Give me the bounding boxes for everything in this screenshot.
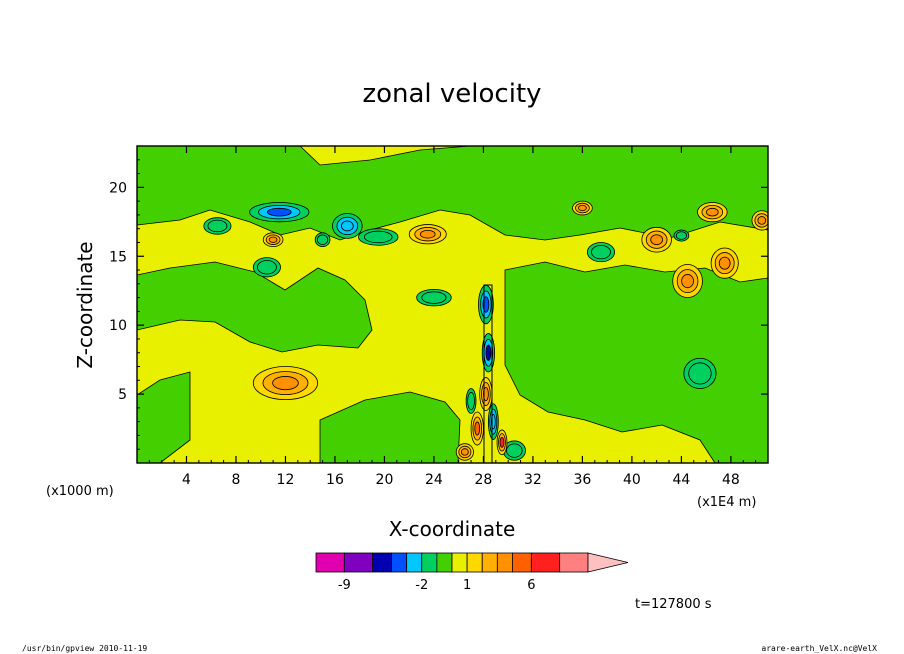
footer-right: arare-earth_VelX.nc@VelX [761,644,877,653]
x-axis-ticks: 4 8 12 16 20 24 28 32 36 40 44 48 [148,146,757,488]
velocity-cell-16-inner-2 [718,256,731,270]
x-tick-label: 32 [524,472,542,488]
velocity-cell-20-inner-2 [757,216,767,225]
x-tick-label: 28 [475,472,493,488]
x-tick-label: 40 [623,472,641,488]
velocity-cell-21-inner-2 [461,448,469,456]
velocity-cell-19-inner-2 [705,207,719,217]
x-tick-label: 4 [182,472,191,488]
x-tick-label: 16 [326,472,344,488]
core-cell-2-inner-2 [485,344,492,361]
footer-left: /usr/bin/gpview 2010-11-19 [22,644,147,653]
x-tick-label: 20 [376,472,394,488]
colorbar-block-9 [466,552,483,573]
time-label: t=127800 s [635,597,712,612]
x-tick-label: 24 [425,472,443,488]
velocity-cell-13-inner-2 [419,229,436,239]
colorbar-block-13 [530,552,561,573]
velocity-cell-14-inner-2 [268,236,278,243]
core-cell-7-inner-1 [467,391,475,411]
colorbar-block-8 [451,552,468,573]
velocity-cell-4-inner-1 [207,219,228,233]
y-axis-label: Z-coordinate [73,241,97,368]
x-axis-label: X-coordinate [389,517,516,541]
colorbar-block-3 [372,552,392,573]
plot-area [137,146,768,463]
green-region-right [504,261,768,463]
colorbar-label: -2 [415,578,428,593]
colorbar-block-1 [315,552,345,573]
velocity-cell-9-inner-1 [688,362,712,385]
x-tick-label: 44 [672,472,690,488]
velocity-cell-2-inner-2 [340,220,354,232]
colorbar-block-4 [391,552,408,573]
core-column [483,284,493,463]
y-axis-ticks: 5 10 15 20 [109,159,768,450]
colorbar-block-6 [421,552,438,573]
colorbar-overflow-arrow [587,552,629,573]
y-tick-label: 5 [118,387,127,403]
core-cell-3-inner-2 [483,387,489,402]
colorbar: -9 -2 1 6 [315,552,629,593]
green-region-mid-left [137,261,373,353]
y-tick-label: 15 [109,249,127,265]
green-region-lower-left [137,371,191,463]
x-tick-label: 48 [722,472,740,488]
velocity-cell-15-inner-2 [681,274,694,289]
convective-core [465,284,508,456]
core-cell-6-inner-2 [499,436,505,448]
x-tick-label: 36 [573,472,591,488]
colorbar-label: -9 [338,578,351,593]
velocity-cell-1-inner-2 [267,207,292,217]
colorbar-block-7 [436,552,453,573]
colorbar-label: 6 [527,578,535,593]
velocity-cell-17-inner-2 [578,204,587,212]
plot-frame [136,145,769,464]
velocity-cell-12-inner-2 [272,376,299,391]
chart-title: zonal velocity [362,79,541,109]
velocity-cell-3-inner-1 [316,234,329,245]
colorbar-block-14 [559,552,589,573]
y-unit-label: (x1000 m) [46,484,114,499]
core-cell-4-inner-2 [474,421,481,436]
velocity-cells [203,200,768,461]
velocity-cell-8-inner-1 [591,244,611,260]
velocity-cell-18-inner-2 [650,234,663,246]
x-tick-label: 12 [277,472,295,488]
velocity-cell-11-inner-1 [506,443,523,458]
velocity-cell-10-inner-1 [675,231,687,240]
colorbar-block-5 [406,552,423,573]
colorbar-label: 1 [463,578,471,593]
velocity-cell-5-inner-1 [364,230,393,244]
y-tick-label: 10 [109,318,127,334]
colorbar-block-10 [481,552,498,573]
velocity-cell-6-inner-1 [256,260,277,275]
colorbar-block-11 [496,552,513,573]
x-unit-label: (x1E4 m) [697,495,756,510]
green-region-bottom-mid [319,391,461,463]
x-tick-label: 8 [232,472,241,488]
colorbar-block-2 [343,552,374,573]
velocity-cell-7-inner-1 [421,291,447,304]
colorbar-block-12 [512,552,532,573]
y-tick-label: 20 [109,180,127,196]
